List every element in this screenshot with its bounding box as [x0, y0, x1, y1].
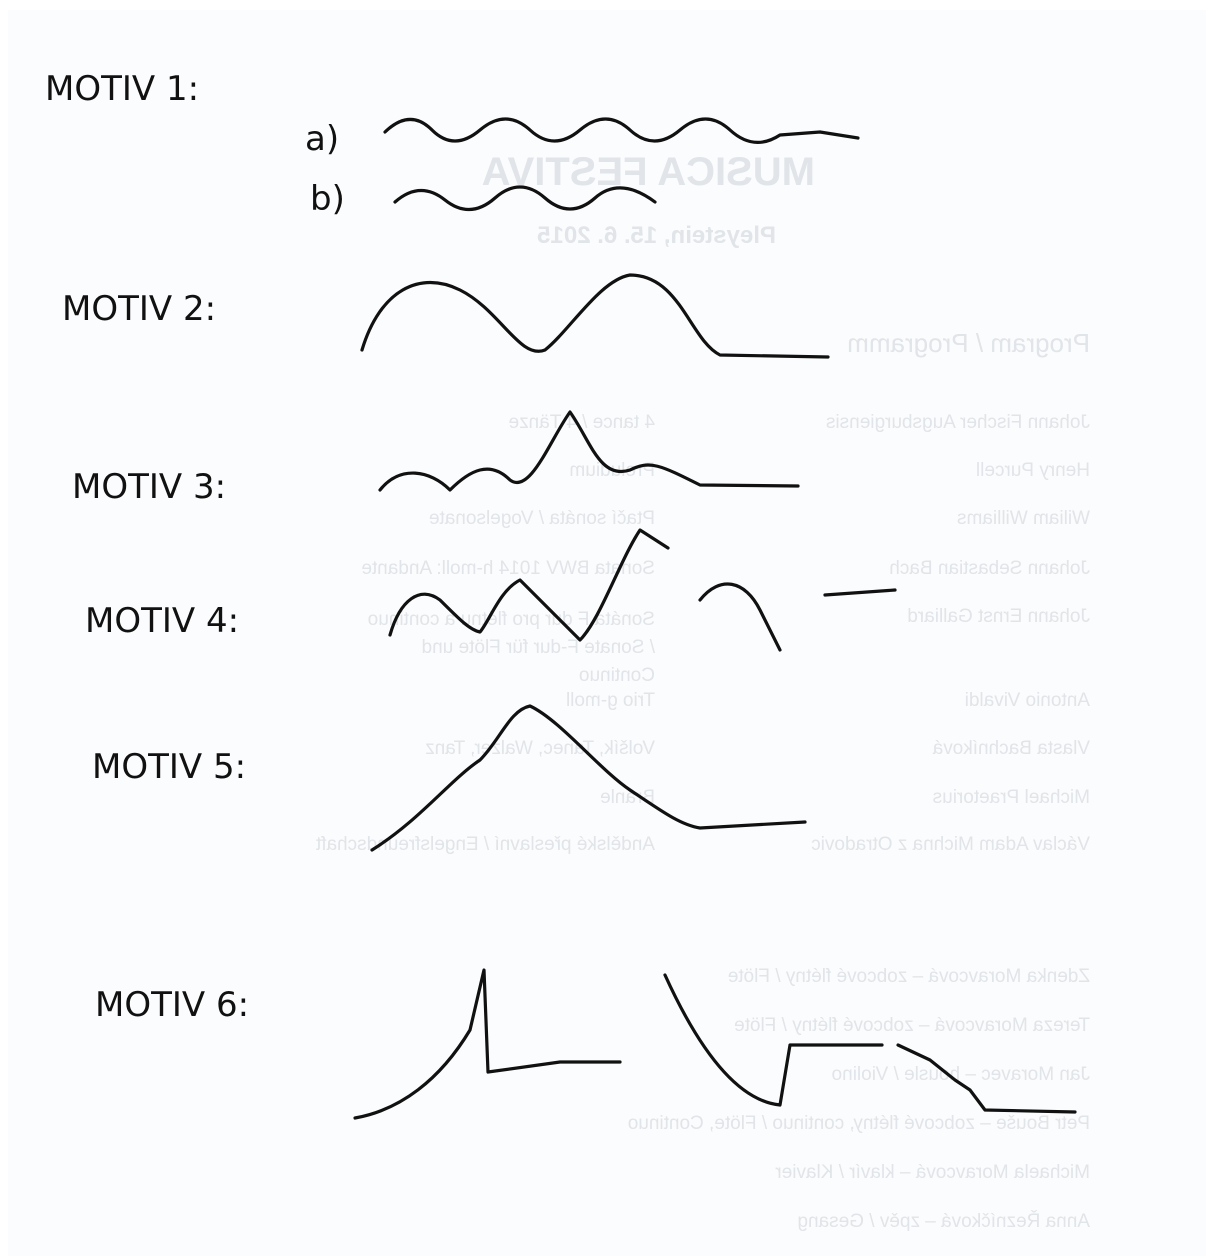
motif-6: [353, 968, 1077, 1120]
paper: [8, 10, 1206, 1256]
motif-1a: [383, 117, 860, 144]
motif-4: [388, 528, 897, 652]
sub-label: b): [310, 179, 345, 219]
motif-5: [370, 704, 807, 852]
motif-3: [378, 410, 800, 492]
motif-label: MOTIV 3:: [72, 467, 226, 507]
sub-label: a): [305, 119, 339, 159]
motif-label: MOTIV 4:: [85, 601, 239, 641]
motif-label: MOTIV 1:: [45, 69, 199, 109]
motif-label: MOTIV 6:: [95, 985, 249, 1025]
motif-1b: [393, 185, 657, 212]
motif-2: [360, 273, 830, 359]
motif-label: MOTIV 5:: [92, 747, 246, 787]
motif-label: MOTIV 2:: [62, 289, 216, 329]
